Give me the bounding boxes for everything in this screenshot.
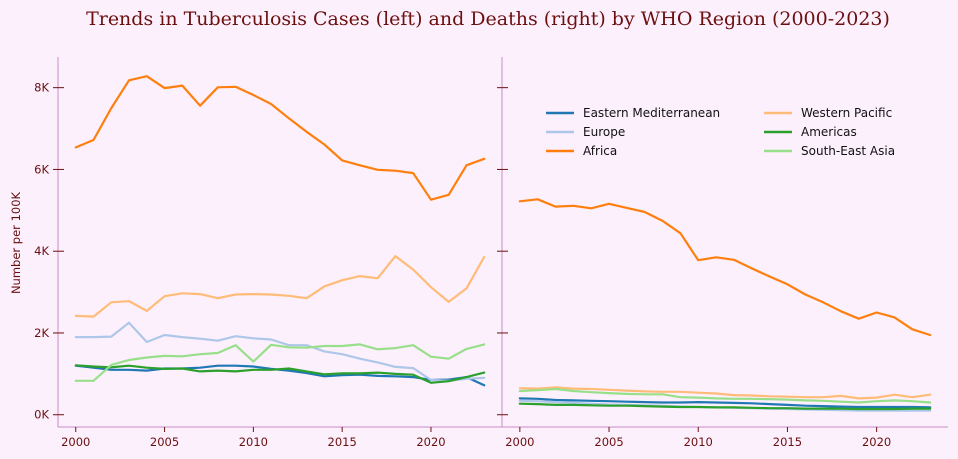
deaths-x-tick-label: 2005	[594, 435, 623, 449]
cases-panel: 2000 2005 2010 2015 2020 0K 2K 4K 6K 8K	[34, 57, 502, 449]
legend-label: Africa	[583, 144, 617, 158]
chart-title: Trends in Tuberculosis Cases (left) and …	[86, 8, 890, 30]
cases-x-tick-label: 2005	[150, 435, 179, 449]
deaths-line-africa	[518, 198, 932, 337]
legend-label: Europe	[583, 125, 625, 139]
cases-x-tick-label: 2010	[239, 435, 268, 449]
cases-line-americas	[74, 364, 486, 384]
legend: Eastern Mediterranean Europe Africa Western…	[546, 106, 895, 158]
cases-x-tick-label: 2020	[416, 435, 445, 449]
deaths-x-tick-label: 2015	[773, 435, 802, 449]
deaths-panel: 2000 2005 2010 2015 2020	[497, 57, 948, 449]
y-axis-label: Number per 100K	[9, 191, 23, 294]
deaths-line-south-east-asia	[518, 387, 932, 404]
cases-line-africa	[74, 75, 486, 201]
cases-y-tick-label: 4K	[34, 244, 49, 258]
legend-item: Americas	[764, 125, 857, 139]
legend-item: Eastern Mediterranean	[546, 106, 720, 120]
legend-label: Eastern Mediterranean	[583, 106, 720, 120]
cases-y-tick-label: 0K	[34, 408, 49, 422]
deaths-x-tick-label: 2020	[862, 435, 891, 449]
cases-x-tick-label: 2000	[61, 435, 90, 449]
deaths-line-americas	[518, 402, 932, 411]
cases-line-europe	[74, 321, 486, 382]
deaths-line-western-pacific	[518, 386, 932, 400]
cases-y-tick-label: 6K	[34, 162, 49, 176]
legend-item: South-East Asia	[764, 144, 895, 158]
legend-item: Europe	[546, 125, 625, 139]
legend-item: Africa	[546, 144, 617, 158]
cases-line-south-east-asia	[74, 343, 486, 382]
deaths-x-tick-label: 2010	[684, 435, 713, 449]
cases-y-tick-label: 2K	[34, 326, 49, 340]
legend-label: Americas	[801, 125, 857, 139]
deaths-line-eastern-mediterranean	[518, 397, 932, 409]
deaths-x-tick-label: 2000	[505, 435, 534, 449]
legend-label: Western Pacific	[801, 106, 892, 120]
cases-x-tick-label: 2015	[328, 435, 357, 449]
legend-label: South-East Asia	[801, 144, 895, 158]
cases-y-tick-label: 8K	[34, 81, 49, 95]
cases-line-western-pacific	[74, 255, 486, 318]
legend-item: Western Pacific	[764, 106, 892, 120]
